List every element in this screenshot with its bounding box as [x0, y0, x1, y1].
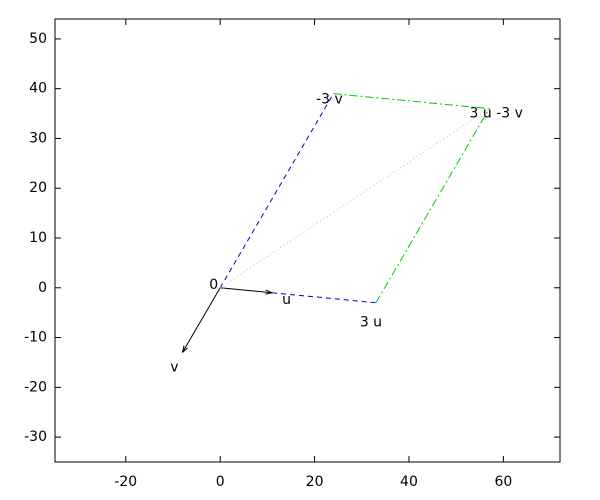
vector-segment	[181, 287, 221, 353]
vector-segment	[375, 108, 490, 303]
x-tick-label: 40	[400, 474, 418, 490]
point-label: 0	[209, 277, 218, 293]
y-tick-label: 10	[29, 230, 47, 246]
x-tick-label: -20	[114, 474, 137, 490]
vector-segment	[220, 287, 273, 294]
y-tick-label: 50	[29, 31, 47, 47]
y-tick-label: -20	[24, 379, 47, 395]
y-tick-label: 0	[38, 280, 47, 296]
point-label: 3 u -3 v	[470, 106, 523, 122]
arrow-head	[265, 289, 273, 295]
x-tick-label: 20	[306, 474, 324, 490]
vector-segment	[333, 93, 490, 110]
vector-segment	[219, 108, 490, 289]
arrow-head	[181, 345, 188, 353]
point-label: u	[282, 292, 291, 308]
point-label: -3 v	[316, 92, 343, 108]
y-tick-label: 40	[29, 81, 47, 97]
y-tick-label: -30	[24, 429, 47, 445]
point-label: 3 u	[360, 315, 382, 331]
point-label: v	[170, 359, 178, 375]
x-tick-label: 0	[216, 474, 225, 490]
y-tick-label: 30	[29, 130, 47, 146]
plot-frame	[54, 18, 561, 463]
x-tick-label: 60	[494, 474, 512, 490]
y-tick-label: -10	[24, 330, 47, 346]
vector-segment	[219, 93, 334, 289]
y-tick-label: 20	[29, 180, 47, 196]
